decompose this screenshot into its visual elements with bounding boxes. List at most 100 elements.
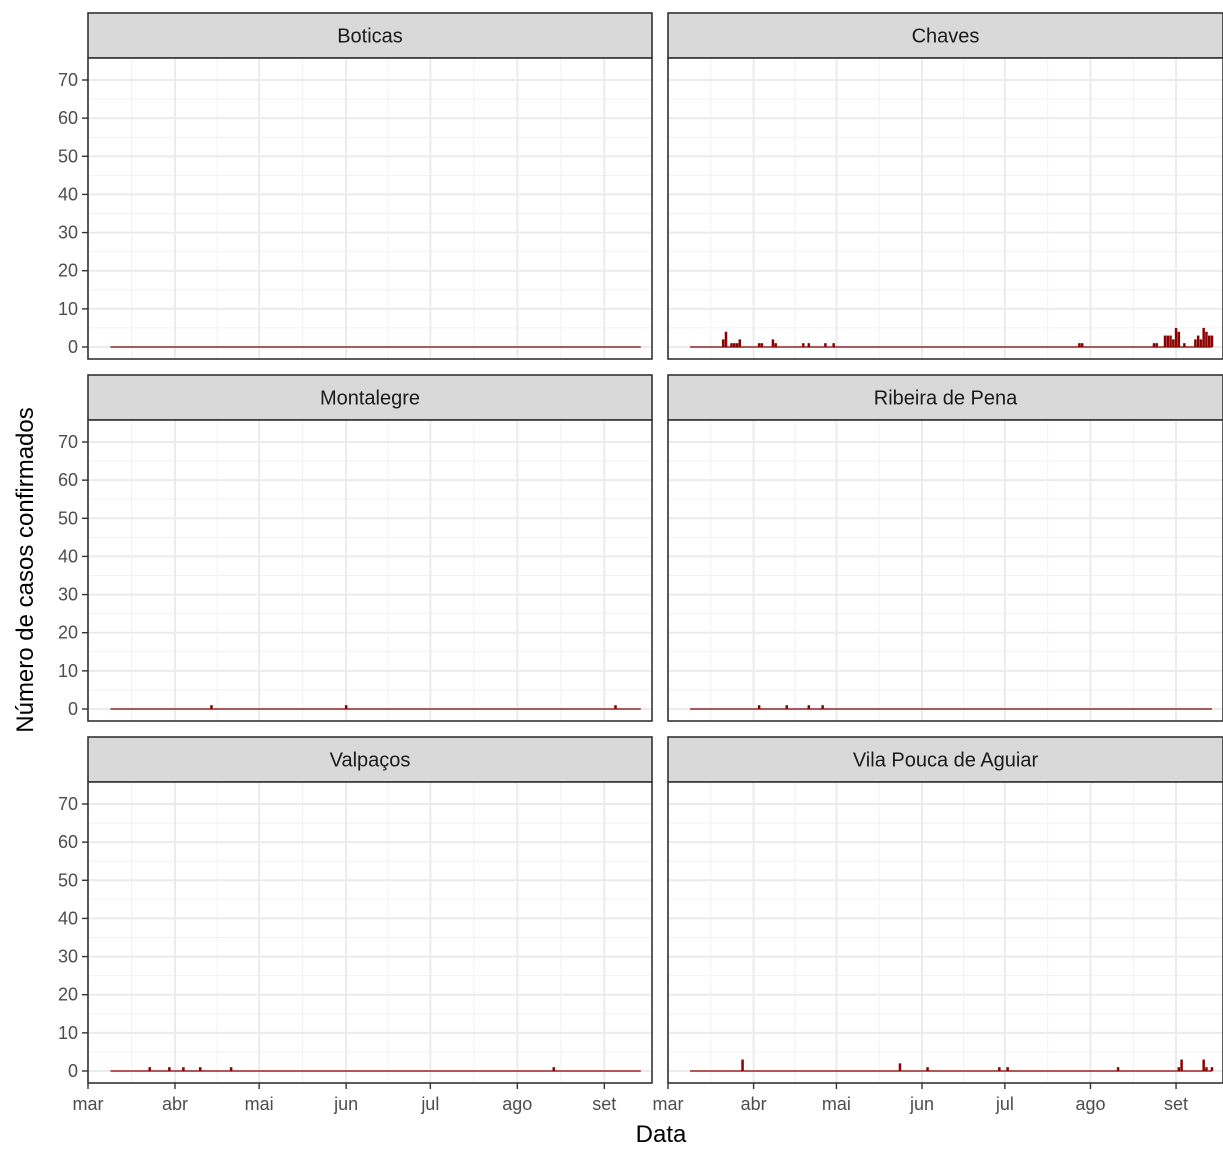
facet-panel: Montalegre 0 10 20 30 40 50 60 70	[58, 374, 653, 722]
data-bar	[1194, 339, 1197, 347]
data-bar	[760, 343, 764, 347]
x-tick-label: set	[1164, 1094, 1188, 1114]
x-tick-label: ago	[502, 1094, 532, 1114]
data-bar	[168, 1067, 171, 1071]
x-tick-label: mai	[245, 1094, 274, 1114]
x-tick-label: jun	[909, 1094, 934, 1114]
x-tick-label: mai	[822, 1094, 851, 1114]
y-tick-label: 10	[58, 661, 78, 681]
facet-strip	[667, 12, 1223, 59]
data-bar	[998, 1067, 1001, 1071]
data-bar	[898, 1063, 902, 1071]
facet-panel: Chaves	[667, 12, 1223, 360]
facet-panel: Boticas 0 10 20 30 40 50 60 70	[58, 12, 653, 360]
y-tick-label: 30	[58, 947, 78, 967]
data-bar	[821, 705, 824, 709]
facet-strip-label: Ribeira de Pena	[874, 388, 1018, 410]
data-bar	[1116, 1067, 1120, 1071]
panel-background	[88, 420, 652, 721]
data-bar	[1202, 327, 1205, 347]
x-tick-label: mar	[653, 1094, 684, 1114]
panel-background	[668, 58, 1223, 359]
data-bar	[757, 705, 761, 709]
data-bar	[614, 705, 617, 709]
data-bar	[1177, 1067, 1181, 1071]
y-tick-label: 60	[58, 470, 78, 490]
panel-border	[667, 419, 1223, 722]
data-bar	[182, 1067, 185, 1071]
panel-background	[668, 420, 1223, 721]
y-tick-label: 50	[58, 146, 78, 166]
x-tick-label: mar	[73, 1094, 104, 1114]
data-bar	[1172, 339, 1175, 347]
data-bar	[724, 331, 728, 347]
panel-border	[87, 419, 653, 722]
data-bar	[1180, 1059, 1183, 1071]
data-bar	[733, 343, 736, 347]
data-bar	[344, 705, 348, 709]
data-bar	[802, 343, 805, 347]
facet-strip	[667, 736, 1223, 783]
data-bar	[1163, 335, 1167, 347]
y-tick-label: 30	[58, 585, 78, 605]
y-tick-label: 70	[58, 70, 78, 90]
y-tick-label: 0	[68, 1061, 78, 1081]
data-bar	[735, 343, 739, 347]
y-tick-label: 20	[58, 985, 78, 1005]
data-bar	[1210, 1067, 1214, 1071]
y-tick-label: 0	[68, 699, 78, 719]
data-bar	[1210, 335, 1214, 347]
panel-background	[88, 58, 652, 359]
data-bar	[552, 1067, 556, 1071]
panel-border	[87, 781, 653, 1084]
x-tick-label: ago	[1075, 1094, 1105, 1114]
panel-background	[88, 782, 652, 1083]
y-tick-label: 20	[58, 623, 78, 643]
data-bar	[1169, 335, 1172, 347]
y-axis-title: Número de casos confirmados	[12, 407, 39, 732]
data-bar	[229, 1067, 233, 1071]
data-bar	[210, 705, 213, 709]
y-tick-label: 70	[58, 432, 78, 452]
x-tick-label: jul	[420, 1094, 439, 1114]
data-bar	[807, 343, 811, 347]
data-bar	[198, 1067, 202, 1071]
y-tick-label: 50	[58, 870, 78, 890]
data-bar	[1166, 335, 1170, 347]
facet-panel: Ribeira de Pena	[667, 374, 1223, 722]
facet-strip-label: Valpaços	[330, 750, 411, 772]
data-bar	[1174, 327, 1178, 347]
data-bar	[824, 343, 827, 347]
data-bar	[1006, 1067, 1009, 1071]
facet-strip-label: Montalegre	[320, 388, 420, 410]
data-bar	[1202, 1059, 1205, 1071]
data-bar	[1183, 343, 1186, 347]
data-bar	[1196, 335, 1200, 347]
data-bar	[1205, 331, 1208, 347]
data-bar	[785, 705, 788, 709]
y-tick-label: 20	[58, 261, 78, 281]
x-tick-label: set	[592, 1094, 616, 1114]
panel-border	[667, 781, 1223, 1084]
data-bar	[1177, 331, 1181, 347]
x-tick-label: jul	[995, 1094, 1014, 1114]
facet-strip-label: Boticas	[337, 26, 403, 48]
panel-background	[668, 782, 1223, 1083]
data-bar	[741, 1059, 744, 1071]
y-tick-label: 40	[58, 546, 78, 566]
data-bar	[807, 705, 811, 709]
data-bar	[1199, 339, 1203, 347]
data-bar	[1152, 343, 1156, 347]
x-tick-label: jun	[333, 1094, 358, 1114]
panel-border	[87, 57, 653, 360]
panel-border	[667, 57, 1223, 360]
data-bar	[148, 1067, 151, 1071]
data-bar	[926, 1067, 929, 1071]
y-tick-label: 60	[58, 832, 78, 852]
data-bar	[738, 339, 742, 347]
data-bar	[757, 343, 761, 347]
y-tick-label: 40	[58, 908, 78, 928]
y-tick-label: 40	[58, 184, 78, 204]
facet-panel: Vila Pouca de Aguiar mar abr mai jun jul ago se…	[653, 736, 1223, 1114]
